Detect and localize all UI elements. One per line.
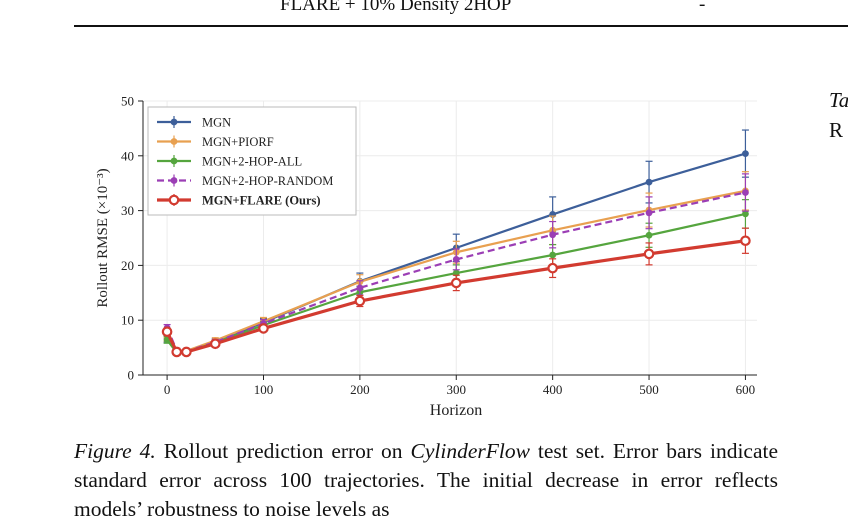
legend-entry-label: MGN+2-HOP-RANDOM: [202, 174, 333, 188]
legend-swatch-marker: [170, 118, 178, 126]
y-tick-label: 20: [121, 258, 134, 273]
x-tick-label: 0: [164, 382, 171, 397]
data-point: [549, 251, 557, 259]
table-row-label: FLARE + 10% Density 2HOP: [280, 0, 512, 15]
legend-swatch-marker: [168, 194, 180, 206]
table-bottom-rule: [74, 25, 848, 27]
y-tick-label: 0: [128, 368, 135, 383]
data-point: [645, 178, 653, 186]
y-tick-label: 50: [121, 94, 134, 109]
legend: MGN MGN+PIORF MGN+2-HOP-ALL MGN+2-HOP-RANDO…: [147, 106, 357, 216]
data-point: [742, 210, 749, 218]
data-point: [742, 150, 749, 158]
data-point: [742, 189, 749, 196]
data-point: [356, 284, 364, 292]
y-tick-label: 30: [121, 203, 134, 218]
caption-label: Figure 4.: [74, 439, 156, 463]
data-point: [645, 231, 653, 239]
data-point: [549, 231, 557, 239]
x-tick-label: 600: [736, 382, 756, 397]
side-column-text-line2: R: [829, 118, 844, 142]
legend-entry-label: MGN+PIORF: [202, 135, 274, 149]
y-tick-label: 10: [121, 313, 134, 328]
data-point: [209, 338, 221, 350]
caption-text-1: Rollout prediction error on: [163, 439, 403, 463]
legend-entry-label: MGN: [202, 116, 231, 130]
data-point: [171, 346, 183, 358]
x-tick-label: 100: [254, 382, 274, 397]
series-line: [166, 191, 746, 353]
legend-entry-label: MGN+FLARE (Ours): [202, 194, 321, 208]
data-point: [452, 255, 460, 263]
x-axis-label: Horizon: [430, 402, 482, 419]
table-row-value: -: [699, 0, 706, 15]
data-point: [450, 277, 462, 289]
legend-swatch-marker: [170, 138, 178, 145]
y-tick-label: 40: [121, 148, 134, 163]
caption-dataset: CylinderFlow: [410, 439, 530, 463]
data-point: [547, 262, 558, 274]
figure-caption: Figure 4. Rollout prediction error on Cy…: [74, 437, 778, 524]
y-axis-label: Rollout RMSE (×10⁻³): [95, 168, 111, 307]
series-5: [161, 227, 751, 358]
legend-swatch-marker: [170, 157, 178, 165]
data-point: [740, 235, 751, 247]
x-tick-label: 200: [350, 382, 370, 397]
legend-entry-label: MGN+2-HOP-ALL: [202, 155, 302, 169]
data-point: [645, 209, 653, 217]
data-point: [161, 326, 173, 338]
side-column-text-line1: Ta: [829, 88, 848, 112]
legend-swatch-marker: [170, 177, 178, 184]
data-point: [354, 295, 366, 307]
data-point: [258, 323, 269, 334]
series-layer: [161, 129, 751, 358]
x-tick-label: 400: [543, 382, 563, 397]
data-point: [643, 248, 655, 260]
data-point: [181, 346, 192, 358]
x-tick-label: 300: [447, 382, 467, 397]
x-tick-label: 500: [639, 382, 659, 397]
